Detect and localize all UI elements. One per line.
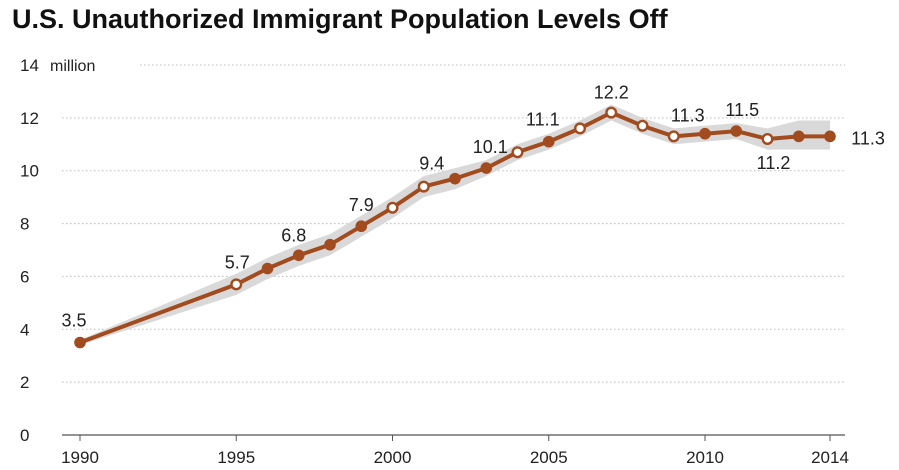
- data-point: [792, 130, 805, 143]
- data-point: [355, 220, 368, 233]
- gridlines: [62, 64, 845, 441]
- data-label: 5.7: [225, 252, 250, 272]
- data-point: [699, 127, 711, 140]
- data-point: [324, 238, 336, 251]
- data-label: 11.5: [725, 100, 759, 120]
- data-point: [261, 262, 274, 275]
- y-tick-label: 14: [20, 56, 39, 75]
- data-label: 3.5: [61, 311, 86, 331]
- data-point: [636, 119, 649, 132]
- data-point: [667, 130, 680, 143]
- data-point: [761, 132, 774, 145]
- data-point: [730, 125, 743, 137]
- data-label: 11.1: [526, 110, 560, 130]
- data-point: [292, 249, 305, 262]
- data-label: 12.2: [594, 83, 629, 103]
- data-point: [480, 162, 493, 174]
- x-tick-label: 2005: [530, 448, 568, 467]
- x-axis-labels: 1990 1995 2000 2005 2010 2014: [61, 448, 849, 467]
- data-point: [74, 336, 86, 349]
- x-tick-label: 1990: [61, 448, 99, 467]
- y-unit-label: million: [50, 58, 95, 75]
- data-label: 9.4: [419, 154, 444, 174]
- y-tick-label: 0: [20, 426, 29, 445]
- data-point: [417, 180, 430, 193]
- data-label: 11.2: [757, 153, 791, 173]
- data-point: [511, 146, 524, 159]
- y-axis-labels: 0 2 4 6 8 10 12 14 million: [20, 56, 95, 445]
- chart-title: U.S. Unauthorized Immigrant Population L…: [12, 4, 668, 34]
- data-label: 7.9: [349, 195, 374, 215]
- x-tick-label: 2010: [686, 448, 724, 467]
- data-point: [824, 130, 836, 143]
- y-tick-label: 8: [20, 215, 29, 234]
- y-tick-label: 6: [20, 267, 29, 286]
- y-tick-label: 10: [20, 162, 39, 181]
- y-tick-label: 12: [20, 109, 39, 128]
- data-label: 6.8: [281, 225, 306, 245]
- data-point: [386, 201, 399, 214]
- data-point: [542, 135, 555, 148]
- data-point: [449, 172, 461, 185]
- x-tick-label: 2000: [374, 448, 412, 467]
- data-markers: [74, 106, 836, 349]
- data-labels: 3.5 5.7 6.8 7.9 9.4 10.1 11.1 12.2 11.3 11.5 11.2 1…: [61, 83, 884, 331]
- data-point: [230, 278, 243, 291]
- data-label: 10.1: [473, 137, 508, 157]
- data-label: 11.3: [851, 128, 885, 148]
- data-point: [574, 122, 587, 135]
- data-label: 11.3: [671, 105, 705, 125]
- uncertainty-band: [80, 104, 830, 346]
- x-tick-label: 1995: [217, 448, 255, 467]
- y-tick-label: 4: [20, 320, 29, 339]
- x-tick-label: 2014: [811, 448, 849, 467]
- y-tick-label: 2: [20, 373, 29, 392]
- data-point: [605, 106, 618, 119]
